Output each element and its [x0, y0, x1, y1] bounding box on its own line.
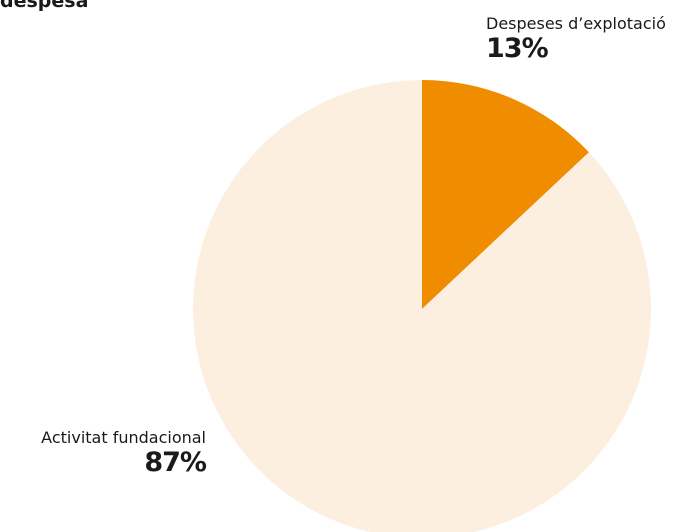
chart-title: despesa — [0, 0, 89, 12]
slice-percent: 87% — [144, 447, 207, 478]
slice-name: Activitat fundacional — [41, 428, 206, 447]
slice-name: Despeses d’explotació — [486, 14, 666, 33]
slice-label-fundacional: Activitat fundacional 87% — [41, 428, 207, 478]
pie-slice-fundacional — [193, 80, 651, 532]
slice-percent: 13% — [486, 33, 549, 64]
pie-slice-explotacio — [422, 80, 589, 309]
slice-label-explotacio: Despeses d’explotació 13% — [486, 14, 666, 64]
